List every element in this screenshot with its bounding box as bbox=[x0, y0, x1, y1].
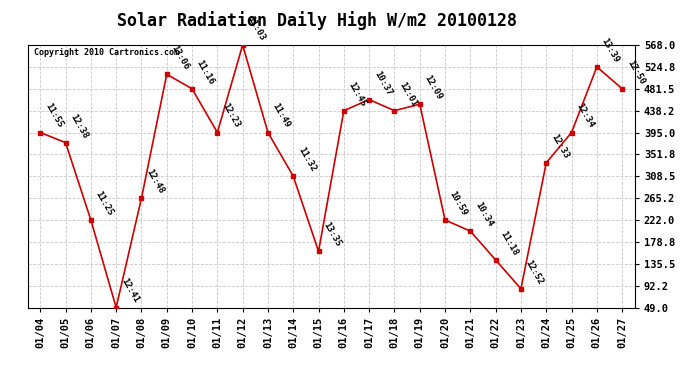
Text: 13:39: 13:39 bbox=[600, 36, 621, 64]
Text: 11:55: 11:55 bbox=[43, 102, 64, 130]
Text: 12:23: 12:23 bbox=[220, 102, 242, 130]
Text: 12:52: 12:52 bbox=[524, 258, 545, 286]
Text: Copyright 2010 Cartronics.com: Copyright 2010 Cartronics.com bbox=[34, 48, 179, 57]
Text: 11:16: 11:16 bbox=[195, 58, 216, 86]
Text: 10:59: 10:59 bbox=[448, 189, 469, 217]
Text: 12:50: 12:50 bbox=[625, 58, 646, 86]
Text: 12:33: 12:33 bbox=[549, 132, 570, 160]
Text: 12:48: 12:48 bbox=[144, 168, 166, 195]
Text: 13:06: 13:06 bbox=[170, 44, 190, 72]
Text: 12:41: 12:41 bbox=[119, 277, 140, 305]
Text: 11:03: 11:03 bbox=[246, 15, 266, 42]
Text: 12:01: 12:01 bbox=[397, 80, 418, 108]
Text: Solar Radiation Daily High W/m2 20100128: Solar Radiation Daily High W/m2 20100128 bbox=[117, 11, 518, 30]
Text: 12:34: 12:34 bbox=[574, 102, 595, 130]
Text: 10:34: 10:34 bbox=[473, 201, 494, 228]
Text: 13:35: 13:35 bbox=[322, 221, 342, 249]
Text: 11:49: 11:49 bbox=[270, 102, 292, 130]
Text: 12:38: 12:38 bbox=[68, 112, 90, 140]
Text: 10:37: 10:37 bbox=[372, 69, 393, 97]
Text: 11:32: 11:32 bbox=[296, 146, 317, 174]
Text: 12:45: 12:45 bbox=[346, 80, 368, 108]
Text: 12:09: 12:09 bbox=[422, 74, 444, 101]
Text: 11:18: 11:18 bbox=[498, 230, 520, 257]
Text: 11:25: 11:25 bbox=[94, 189, 115, 217]
